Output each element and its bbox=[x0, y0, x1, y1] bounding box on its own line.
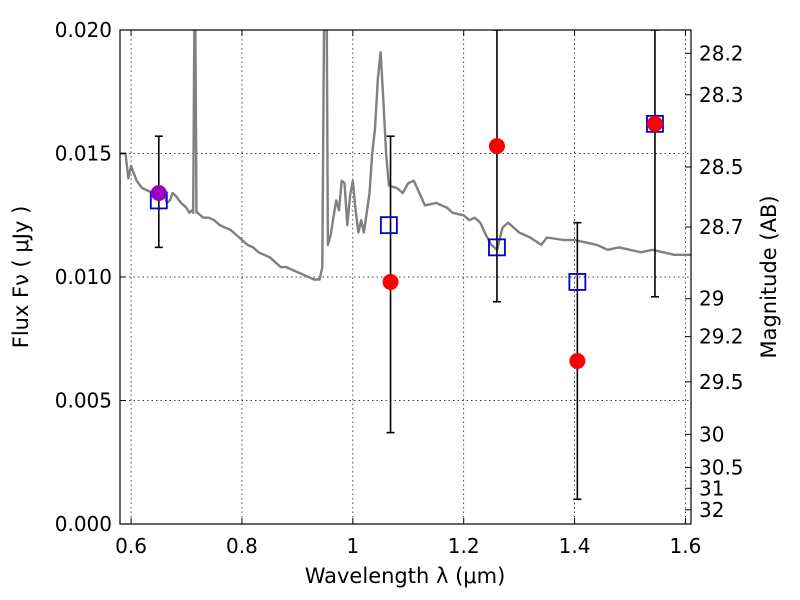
spectrum-layer bbox=[120, 30, 691, 281]
y2-axis-label: Magnitude (AB) bbox=[757, 195, 781, 358]
y2-tick-label: 30 bbox=[699, 422, 724, 446]
y-axis-label: Flux Fν ( μJy ) bbox=[9, 206, 33, 349]
model-box bbox=[488, 238, 506, 257]
x-tick-labels: 0.6 0.8 1 1.2 1.4 1.6 bbox=[115, 534, 701, 558]
observed-point bbox=[488, 138, 505, 155]
y-tick-label: 0.010 bbox=[55, 265, 112, 289]
tick-marks bbox=[120, 29, 691, 525]
y2-tick-label: 28.5 bbox=[699, 155, 744, 179]
observed-point bbox=[569, 352, 586, 369]
y2-tick-label: 29.2 bbox=[699, 325, 744, 349]
y-tick-label: 0.000 bbox=[55, 512, 112, 536]
y-tick-labels: 0.000 0.005 0.010 0.015 0.020 bbox=[55, 18, 112, 536]
y2-tick-label: 29.5 bbox=[699, 370, 744, 394]
y2-tick-label: 28.7 bbox=[699, 215, 744, 239]
y2-tick-label: 28.2 bbox=[699, 41, 744, 65]
model-box bbox=[379, 216, 398, 235]
spectrum-line bbox=[120, 30, 691, 281]
observed-point bbox=[646, 115, 663, 132]
y2-tick-label: 32 bbox=[699, 498, 724, 522]
y-tick-label: 0.020 bbox=[55, 18, 112, 42]
y2-tick-label: 30.5 bbox=[699, 455, 744, 479]
x-tick-label: 0.6 bbox=[115, 534, 147, 558]
y2-tick-label: 29 bbox=[699, 287, 724, 311]
x-tick-label: 1 bbox=[346, 534, 359, 558]
y2-tick-label: 31 bbox=[699, 476, 724, 500]
x-axis-label: Wavelength λ (μm) bbox=[305, 564, 506, 588]
observed-point bbox=[382, 273, 399, 290]
observed-point-layer bbox=[150, 115, 663, 369]
observed-point bbox=[150, 185, 167, 202]
x-tick-label: 1.2 bbox=[448, 534, 480, 558]
x-tick-label: 0.8 bbox=[226, 534, 258, 558]
model-box bbox=[568, 273, 587, 291]
y-tick-label: 0.005 bbox=[55, 389, 112, 413]
y2-tick-label: 28.3 bbox=[699, 83, 744, 107]
y-tick-label: 0.015 bbox=[55, 142, 112, 166]
x-tick-label: 1.4 bbox=[559, 534, 591, 558]
x-tick-label: 1.6 bbox=[670, 534, 702, 558]
